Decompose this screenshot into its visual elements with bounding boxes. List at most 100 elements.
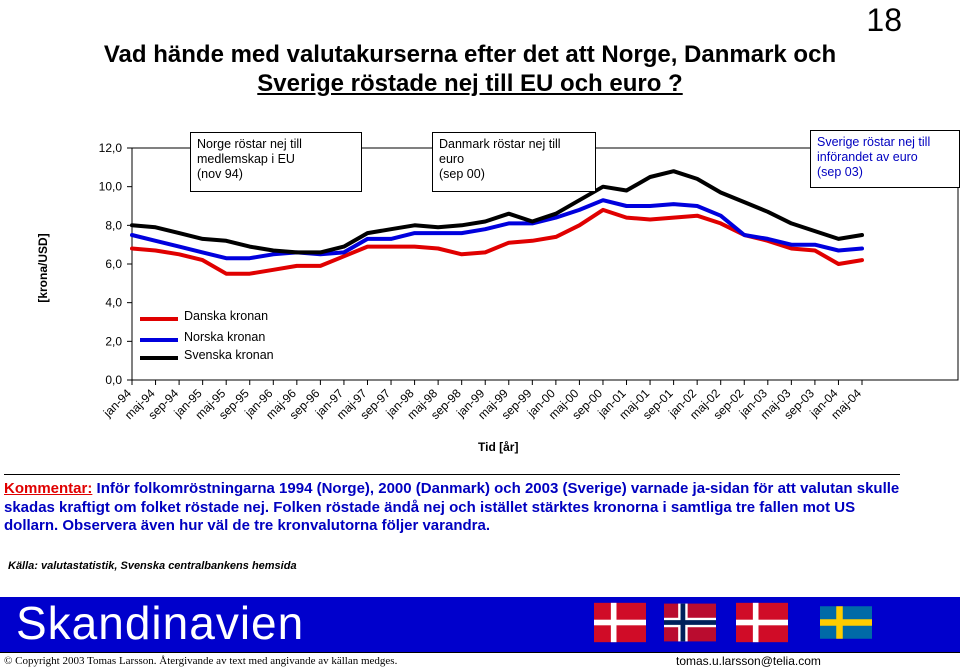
data-point-2-19 — [577, 198, 582, 202]
annotation-danmark-line-3: (sep 00) — [439, 167, 485, 181]
data-point-1-23 — [672, 202, 676, 206]
data-point-2-6 — [271, 248, 275, 253]
y-tick-label: 8,0 — [105, 218, 122, 232]
data-point-2-3 — [201, 237, 205, 241]
data-point-1-19 — [577, 208, 582, 212]
annotation-norge-line-1: Norge röstar nej till — [197, 137, 302, 151]
data-point-0-24 — [695, 214, 699, 218]
data-point-2-28 — [789, 221, 793, 225]
data-point-0-25 — [719, 221, 723, 225]
data-point-1-29 — [813, 243, 817, 247]
data-point-0-2 — [177, 252, 181, 256]
data-point-2-26 — [742, 200, 746, 204]
comment-label: Kommentar: — [4, 480, 93, 497]
denmark-flag-2 — [736, 602, 788, 643]
data-point-2-22 — [648, 175, 652, 179]
banner-title: Skandinavien — [16, 597, 305, 649]
data-point-1-12 — [412, 231, 417, 235]
data-point-2-30 — [836, 237, 841, 241]
footer-banner — [0, 597, 960, 652]
data-point-1-16 — [507, 221, 511, 225]
sweden-flag — [820, 606, 872, 639]
data-point-0-18 — [554, 235, 558, 239]
data-point-2-18 — [554, 212, 558, 216]
y-tick-label: 10,0 — [99, 180, 123, 194]
data-point-2-20 — [601, 185, 605, 189]
data-point-1-2 — [177, 245, 181, 249]
data-point-1-28 — [789, 243, 793, 247]
data-point-0-29 — [813, 248, 817, 253]
data-point-2-0 — [130, 223, 134, 227]
annotation-norge-line-3: (nov 94) — [197, 167, 243, 181]
data-point-2-1 — [153, 225, 158, 229]
data-point-0-3 — [201, 258, 205, 262]
data-point-2-2 — [177, 231, 181, 235]
data-point-2-29 — [813, 229, 817, 233]
comment-divider — [4, 474, 900, 475]
data-point-1-10 — [365, 237, 370, 241]
data-point-1-0 — [130, 233, 134, 237]
data-point-0-20 — [601, 208, 605, 212]
data-point-2-9 — [342, 245, 346, 249]
data-point-2-15 — [483, 219, 487, 224]
data-point-2-21 — [624, 188, 629, 193]
data-point-0-11 — [389, 245, 393, 249]
legend-label-norska: Norska kronan — [184, 330, 266, 344]
comment-text: Inför folkomröstningarna 1994 (Norge), 2… — [4, 480, 900, 534]
data-point-1-13 — [436, 231, 440, 235]
annotation-sverige-line-2: införandet av euro — [817, 150, 918, 164]
annotation-sverige-line-3: (sep 03) — [817, 165, 863, 179]
data-point-1-14 — [460, 231, 464, 235]
annotation-danmark-line-1: Danmark röstar nej till — [439, 137, 561, 151]
data-point-2-8 — [318, 250, 322, 254]
data-point-1-31 — [860, 246, 864, 251]
data-point-0-5 — [248, 272, 252, 276]
data-point-2-23 — [672, 169, 676, 173]
data-point-0-0 — [130, 246, 134, 251]
data-point-0-21 — [624, 216, 629, 220]
data-point-2-12 — [412, 223, 417, 227]
data-point-2-17 — [530, 219, 534, 224]
data-point-0-16 — [507, 241, 511, 245]
data-point-0-30 — [836, 262, 841, 266]
source-note: Källa: valutastatistik, Svenska centralb… — [8, 560, 297, 572]
data-point-0-7 — [295, 264, 299, 268]
data-point-2-10 — [365, 231, 370, 235]
data-point-0-12 — [412, 245, 417, 249]
footer-divider — [0, 652, 960, 653]
y-tick-label: 12,0 — [99, 141, 123, 155]
data-point-2-24 — [695, 177, 699, 181]
y-tick-label: 0,0 — [105, 373, 122, 387]
data-point-2-16 — [507, 212, 511, 216]
data-point-1-3 — [201, 250, 205, 254]
data-point-2-7 — [295, 250, 299, 254]
data-point-0-28 — [789, 246, 793, 251]
data-point-2-5 — [248, 245, 252, 249]
data-point-0-22 — [648, 217, 652, 222]
data-point-0-10 — [365, 245, 370, 249]
x-axis-label: Tid [år] — [478, 440, 519, 454]
data-point-1-4 — [224, 256, 228, 260]
norway-flag — [664, 603, 716, 642]
copyright-text: © Copyright 2003 Tomas Larsson. Återgiva… — [4, 655, 398, 667]
series-line-2 — [130, 169, 864, 255]
data-point-2-31 — [860, 233, 864, 237]
y-tick-label: 6,0 — [105, 257, 122, 271]
data-point-0-8 — [318, 264, 322, 268]
data-point-1-20 — [601, 198, 605, 202]
data-point-0-19 — [577, 223, 582, 227]
data-point-1-11 — [389, 237, 393, 241]
data-point-2-13 — [436, 225, 440, 229]
data-point-2-27 — [766, 210, 770, 214]
data-point-0-1 — [153, 248, 158, 253]
annotation-sverige: Sverige röstar nej till införandet av eu… — [810, 130, 960, 188]
y-axis-label: [krona/USD] — [36, 233, 50, 303]
annotation-norge: Norge röstar nej till medlemskap i EU (n… — [190, 132, 362, 192]
data-point-1-1 — [153, 239, 158, 243]
data-point-2-11 — [389, 227, 393, 231]
data-point-1-6 — [271, 252, 275, 256]
y-tick-label: 4,0 — [105, 296, 122, 310]
legend-swatch-danska — [140, 317, 178, 321]
line-chart: 0,02,04,06,08,010,012,0jan-94maj-94sep-9… — [99, 141, 959, 422]
contact-email[interactable]: tomas.u.larsson@telia.com — [676, 654, 821, 668]
